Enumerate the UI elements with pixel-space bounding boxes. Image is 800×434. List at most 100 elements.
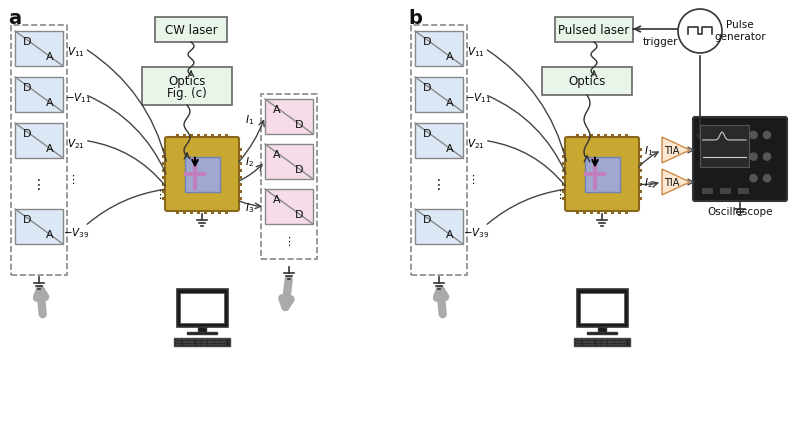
Text: generator: generator [714,32,766,42]
Text: D: D [422,128,431,138]
Bar [218,135,221,140]
Text: Fig. (c): Fig. (c) [167,87,207,100]
Text: Optics: Optics [168,76,206,88]
Bar [265,100,313,135]
Bar [182,339,188,341]
Bar [595,342,601,343]
Bar [209,339,214,341]
Bar [611,210,614,214]
Bar [185,157,219,192]
Bar [176,135,179,140]
Bar [583,210,586,214]
Text: A: A [273,194,281,204]
Bar [585,157,619,192]
Bar [190,135,193,140]
Bar [702,188,713,194]
Bar [215,339,220,341]
Bar [562,184,567,187]
Text: CW laser: CW laser [165,24,218,37]
Text: $I_1$: $I_1$ [644,144,653,158]
Bar [576,135,579,140]
Text: A: A [46,144,54,154]
Bar [162,197,167,201]
Bar [411,26,467,275]
Bar [142,68,232,106]
Text: TIA: TIA [664,178,679,187]
Circle shape [763,154,770,161]
FancyBboxPatch shape [693,118,787,201]
Bar [615,342,620,343]
Text: trigger: trigger [642,37,678,47]
Bar [195,342,201,343]
Bar [583,135,586,140]
Bar [574,338,630,346]
Bar [576,344,582,345]
Bar [590,135,593,140]
Text: $-V_{39}$: $-V_{39}$ [63,226,90,239]
Bar [542,68,632,96]
Bar [597,135,600,140]
Bar [576,342,582,343]
Text: A: A [273,149,281,159]
Bar [15,32,63,67]
Circle shape [763,175,770,182]
Text: $I_2$: $I_2$ [245,155,254,168]
Text: A: A [46,98,54,108]
Bar [162,184,167,187]
FancyBboxPatch shape [165,138,239,211]
Text: $V_{11}$: $V_{11}$ [67,45,85,59]
Bar [189,339,194,341]
Bar [582,339,588,341]
Bar [562,156,567,159]
Circle shape [763,132,770,139]
Bar [562,177,567,180]
Bar [622,344,626,345]
Bar [637,177,642,180]
Bar [225,135,228,140]
Bar [738,188,749,194]
Text: $V_{21}$: $V_{21}$ [467,137,485,151]
Bar [11,26,67,275]
Text: D: D [22,37,31,47]
Bar [618,210,621,214]
Bar [15,210,63,244]
Bar [637,197,642,201]
Text: D: D [22,214,31,224]
Bar [637,170,642,173]
Text: ⋮: ⋮ [554,190,566,200]
Bar [415,124,463,159]
Bar [176,210,179,214]
Bar [582,342,588,343]
Bar [237,149,242,151]
Bar [183,210,186,214]
Bar [211,135,214,140]
Bar [582,344,588,345]
Bar [155,18,227,43]
Bar [637,184,642,187]
Bar [225,210,228,214]
Bar [237,163,242,166]
Bar [237,184,242,187]
Bar [609,342,614,343]
Bar [15,78,63,113]
Text: A: A [273,105,281,115]
Bar [215,344,220,345]
Bar [609,344,614,345]
Bar [625,210,628,214]
Bar [589,342,594,343]
Bar [699,126,749,168]
Text: A: A [46,52,54,62]
Text: D: D [422,214,431,224]
Bar [204,135,207,140]
Bar [622,342,626,343]
Bar [577,289,627,328]
Bar [176,339,182,341]
Bar [197,135,200,140]
Bar [637,149,642,151]
Bar [602,344,607,345]
Bar [415,78,463,113]
Text: ⋮: ⋮ [67,174,78,184]
Bar [589,344,594,345]
Bar [237,170,242,173]
Bar [562,163,567,166]
